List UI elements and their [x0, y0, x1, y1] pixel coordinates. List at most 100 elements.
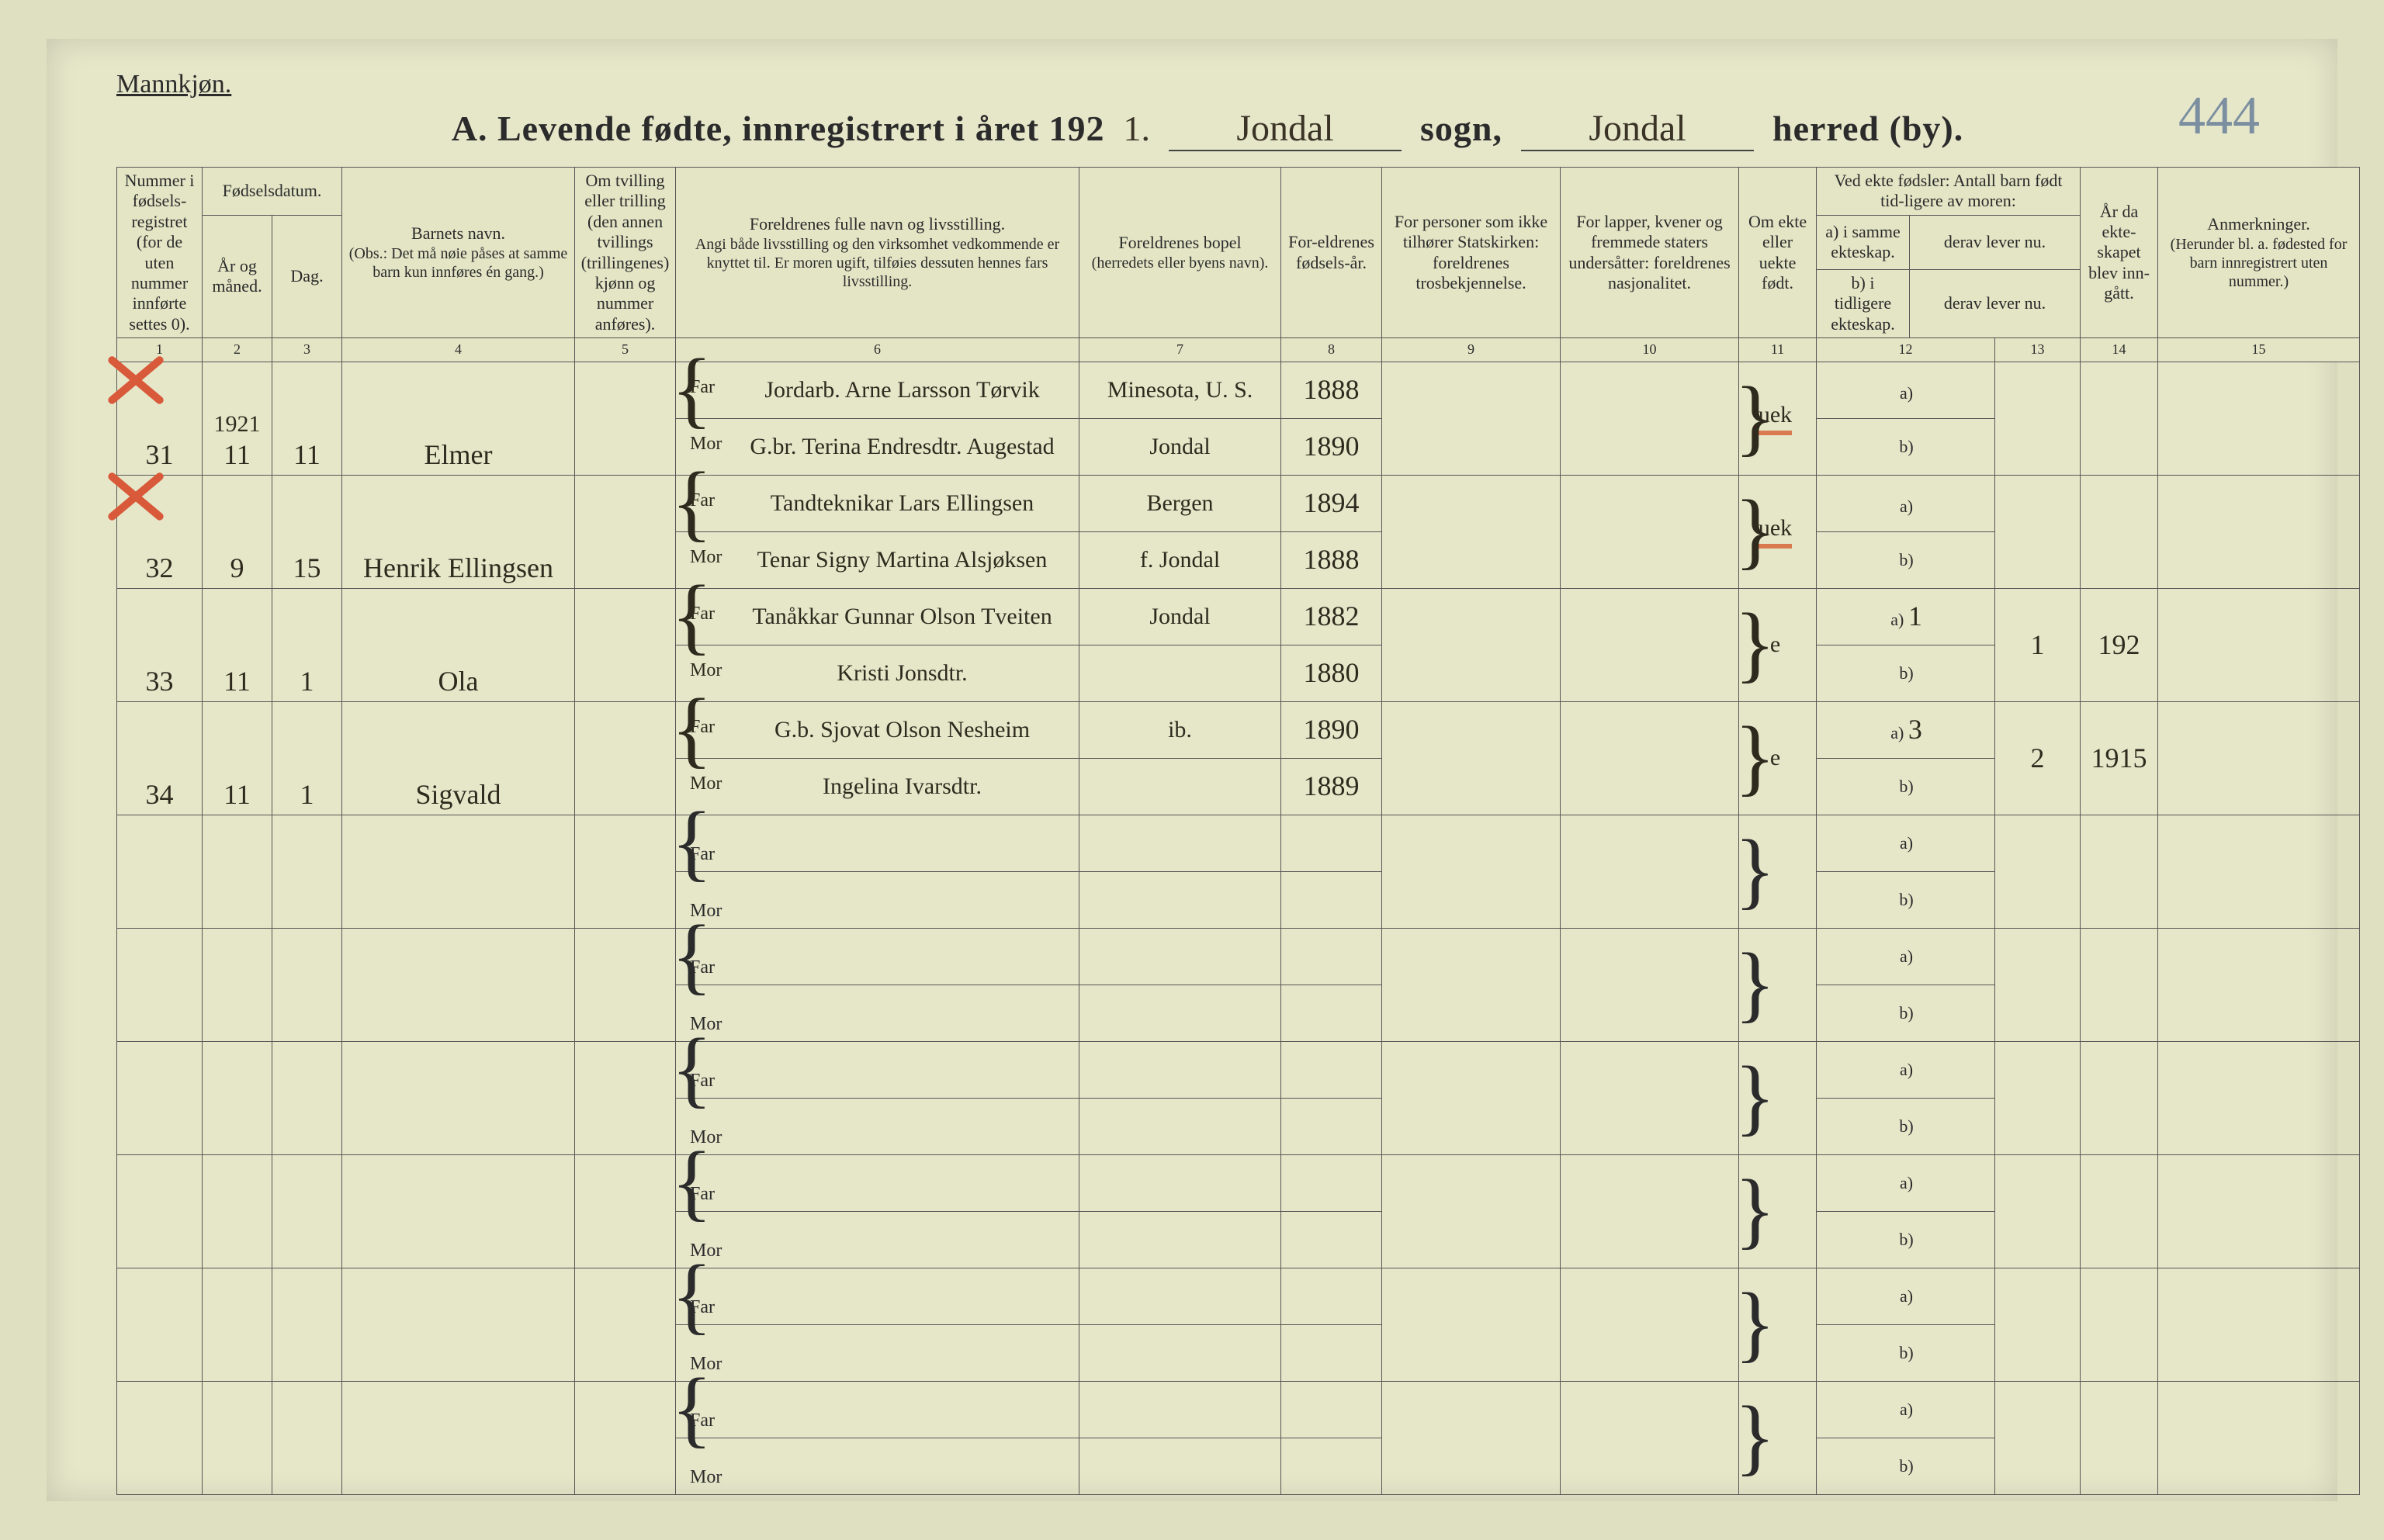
empty: [117, 1154, 203, 1268]
cell-12b: b): [1817, 531, 1995, 588]
col9: [1382, 701, 1561, 815]
empty: }: [1739, 1154, 1817, 1268]
col-bop-header: Foreldrenes bopel (herredets eller byens…: [1079, 168, 1281, 338]
empty: [1281, 1098, 1382, 1154]
cell-12a: a): [1817, 362, 1995, 418]
empty: [1561, 1041, 1739, 1154]
father-birth-year: 1894: [1281, 475, 1382, 531]
col-12a-header: a) i samme ekteskap.: [1817, 215, 1910, 269]
empty: [575, 1268, 676, 1381]
empty: a): [1817, 1268, 1995, 1324]
residence-father: Minesota, U. S.: [1079, 362, 1281, 418]
empty: [342, 1268, 575, 1381]
colnum: 11: [1739, 338, 1817, 362]
empty: [1281, 871, 1382, 928]
empty: [1281, 1211, 1382, 1268]
table-row: {Far}a): [117, 1381, 2360, 1438]
empty: a): [1817, 1154, 1995, 1211]
cell-12a: a) 1: [1817, 588, 1995, 645]
col-bop-sub: (herredets eller byens navn).: [1084, 254, 1276, 272]
entry-day: 15: [272, 475, 342, 588]
empty: [1079, 985, 1281, 1041]
empty: [1281, 985, 1382, 1041]
title-prefix: A. Levende fødte, innregistrert i året 1…: [452, 108, 1105, 149]
empty: a): [1817, 1041, 1995, 1098]
residence-mother: [1079, 645, 1281, 701]
cell-12a: a) 3: [1817, 701, 1995, 758]
empty: [1281, 928, 1382, 985]
empty: [1281, 1381, 1382, 1438]
empty: [1079, 1041, 1281, 1098]
father-cell: {Far Jordarb. Arne Larsson Tørvik: [676, 362, 1079, 418]
empty: [2158, 1268, 2360, 1381]
empty: [117, 1381, 203, 1494]
remarks: [2158, 588, 2360, 701]
child-name: Sigvald: [342, 701, 575, 815]
sogn-field: Jondal: [1169, 107, 1402, 151]
empty: [1382, 1154, 1561, 1268]
far-label: Far: [690, 603, 715, 625]
col-aarekt-header: År da ekte-skapet blev inn-gått.: [2081, 168, 2158, 338]
table-row: {Far}a): [117, 1268, 2360, 1324]
empty: a): [1817, 1381, 1995, 1438]
mother-birth-year: 1880: [1281, 645, 1382, 701]
mother-cell: Mor: [676, 871, 1079, 928]
table-row: {Far}a): [117, 1154, 2360, 1211]
empty: [1995, 815, 2081, 928]
register-table: Nummer i fødsels-registret (for de uten …: [116, 167, 2360, 1495]
empty: [1561, 928, 1739, 1041]
mother-cell: Mor Kristi Jonsdtr.: [676, 645, 1079, 701]
empty: [1382, 928, 1561, 1041]
mother-birth-year: 1890: [1281, 418, 1382, 475]
col13: [1995, 475, 2081, 588]
empty: [117, 928, 203, 1041]
empty: [1079, 1154, 1281, 1211]
empty: [2158, 928, 2360, 1041]
twin-cell: [575, 475, 676, 588]
entry-number: 33: [117, 588, 203, 701]
empty: [1079, 1381, 1281, 1438]
empty: [2081, 1268, 2158, 1381]
mother-birth-year: 1889: [1281, 758, 1382, 815]
empty: b): [1817, 1438, 1995, 1494]
empty: [1281, 815, 1382, 871]
residence-father: Jondal: [1079, 588, 1281, 645]
entry-day: 1: [272, 701, 342, 815]
colnum: 2: [203, 338, 272, 362]
empty: [1561, 815, 1739, 928]
empty: [1382, 1268, 1561, 1381]
father-birth-year: 1890: [1281, 701, 1382, 758]
empty: [1561, 1381, 1739, 1494]
empty: [342, 815, 575, 928]
handwritten-page-number: 444: [2178, 85, 2260, 147]
cell-12b: b): [1817, 418, 1995, 475]
empty: [1995, 1041, 2081, 1154]
empty: [2081, 1154, 2158, 1268]
record-sheet: Mannkjøn. 444 A. Levende fødte, innregis…: [47, 39, 2337, 1501]
twin-cell: [575, 588, 676, 701]
table-header: Nummer i fødsels-registret (for de uten …: [117, 168, 2360, 362]
mother-cell: Mor Tenar Signy Martina Alsjøksen: [676, 531, 1079, 588]
col-anm-header: Anmerkninger. (Herunder bl. a. fødested …: [2158, 168, 2360, 338]
empty: [575, 1041, 676, 1154]
father-cell: {Far: [676, 928, 1079, 985]
empty: b): [1817, 985, 1995, 1041]
mother-cell: Mor: [676, 1438, 1079, 1494]
empty: [1281, 1154, 1382, 1211]
col9: [1382, 588, 1561, 701]
mor-label: Mor: [690, 433, 722, 455]
empty: [203, 1041, 272, 1154]
father-cell: {Far: [676, 1154, 1079, 1211]
residence-mother: Jondal: [1079, 418, 1281, 475]
marriage-year: [2081, 362, 2158, 475]
empty: [1995, 1381, 2081, 1494]
far-label: Far: [690, 490, 715, 512]
empty: [342, 928, 575, 1041]
empty: [117, 815, 203, 928]
empty: [203, 1154, 272, 1268]
table-row: 34111Sigvald{Far G.b. Sjovat Olson Neshe…: [117, 701, 2360, 758]
empty: [272, 1381, 342, 1494]
col-anm-sub: (Herunder bl. a. fødested for barn innre…: [2163, 235, 2355, 291]
empty: b): [1817, 1324, 1995, 1381]
col9: [1382, 475, 1561, 588]
